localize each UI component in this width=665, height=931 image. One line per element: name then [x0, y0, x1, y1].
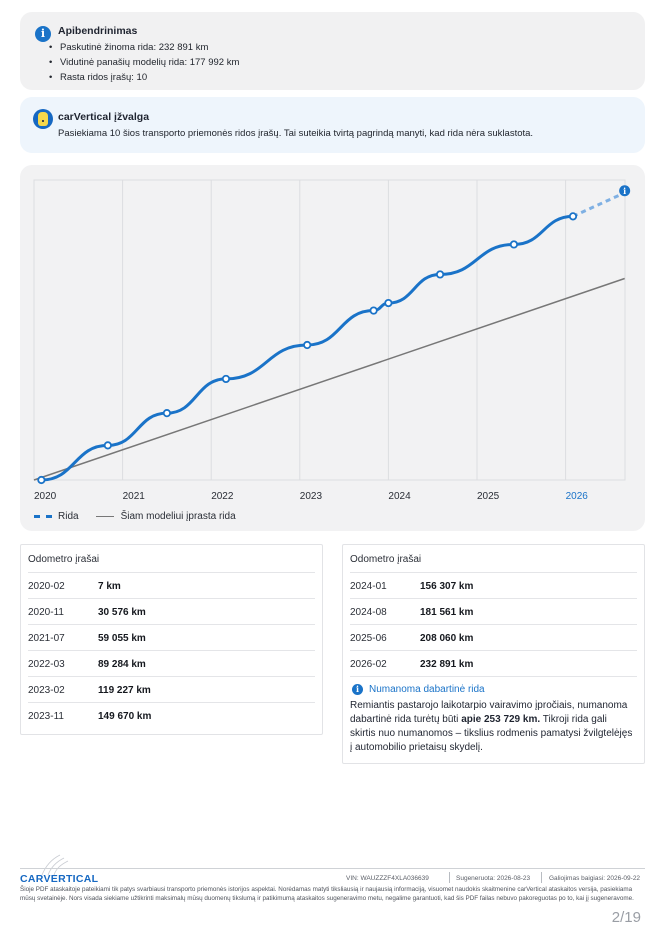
mileage-point [37, 475, 46, 485]
summary-title: Apibendrinimas [58, 25, 138, 37]
row-date: 2024-01 [350, 581, 387, 592]
table-row: 2022-03 89 284 km [28, 650, 315, 676]
legend-typical-label: Šiam modeliui įprasta rida [120, 511, 236, 522]
table-row: 2023-11 149 670 km [28, 702, 315, 728]
summary-panel: i Apibendrinimas Paskutinė žinoma rida: … [20, 12, 645, 90]
table-row: 2024-08 181 561 km [350, 598, 637, 624]
row-date: 2025-06 [350, 633, 387, 644]
odometer-table-left: Odometro įrašai 2020-02 7 km 2020-11 30 … [20, 544, 323, 735]
insight-title: carVertical įžvalga [58, 111, 150, 123]
row-value: 30 576 km [98, 607, 146, 618]
table-row: 2021-07 59 055 km [28, 624, 315, 650]
row-date: 2026-02 [350, 659, 387, 670]
page-number: 2/19 [611, 909, 641, 926]
table-divider [350, 676, 637, 677]
insight-text: Pasiekiama 10 šios transporto priemonės … [58, 128, 534, 139]
estimate-text-1: Remiantis pastarojo laikotarpio vairavim… [350, 700, 628, 725]
row-value: 181 561 km [420, 607, 474, 618]
estimate-line [572, 191, 626, 218]
info-icon: i [352, 684, 363, 695]
mileage-point [384, 298, 393, 308]
info-icon: i [35, 26, 51, 42]
footer-disclaimer: Šioje PDF ataskaitoje pateikiami tik pat… [20, 886, 634, 902]
footer-valid: Galiojimas baigiasi: 2026-09-22 [549, 875, 641, 882]
estimate-title: i Numanoma dabartinė rida [352, 684, 485, 695]
mileage-chart: 2020 2021 2022 2023 2024 2025 2026 i [33, 179, 631, 502]
mileage-point [435, 270, 445, 279]
x-tick-label: 2023 [300, 491, 323, 502]
mileage-point [369, 306, 378, 315]
legend-rida-swatch [34, 515, 52, 518]
x-tick-label: 2022 [211, 491, 234, 502]
table-row: 2025-06 208 060 km [350, 624, 637, 650]
x-tick-label: 2026 [566, 491, 589, 502]
legend-rida-label: Rida [58, 511, 79, 522]
table-header: Odometro įrašai [28, 554, 100, 565]
footer-generated: Sugeneruota: 2026-08-23 [456, 875, 531, 882]
estimate-info-icon [619, 185, 631, 197]
footer-separator [449, 872, 450, 883]
estimate-title-text: Numanoma dabartinė rida [369, 684, 485, 695]
footer-vin: VIN: WAUZZZF4XLA036639 [346, 875, 429, 882]
row-value: 156 307 km [420, 581, 474, 592]
estimate-value: apie 253 729 km. [461, 714, 541, 725]
legend-typical-swatch [95, 516, 114, 517]
carvertical-logo: CARVERTICAL [20, 873, 99, 885]
row-value: 149 670 km [98, 711, 152, 722]
row-date: 2020-11 [28, 607, 64, 618]
insight-panel: carVertical įžvalga Pasiekiama 10 šios t… [20, 97, 645, 153]
x-tick-label: 2020 [34, 491, 57, 502]
x-tick-label: 2024 [388, 491, 411, 502]
logo-feather-icon [41, 854, 69, 876]
table-row: 2024-01 156 307 km [350, 572, 637, 598]
typical-mileage-line [33, 277, 625, 481]
mileage-point [303, 340, 312, 350]
estimate-text: Remiantis pastarojo laikotarpio vairavim… [350, 699, 635, 755]
row-value: 119 227 km [98, 685, 151, 696]
footer-divider [20, 868, 645, 869]
x-tick-label: 2025 [477, 491, 500, 502]
footer-separator [541, 872, 542, 883]
table-row: 2020-02 7 km [28, 572, 315, 598]
row-date: 2020-02 [28, 581, 65, 592]
row-value: 208 060 km [420, 633, 474, 644]
summary-item: Vidutinė panašių modelių rida: 177 992 k… [49, 55, 239, 70]
row-value: 7 km [98, 581, 121, 592]
carvertical-mascot-icon [33, 109, 53, 129]
mileage-point [162, 409, 171, 418]
estimate-text-2: Tikroji rida gali skirtis nuo numanomos … [350, 714, 633, 753]
row-date: 2024-08 [350, 607, 387, 618]
mileage-line [39, 214, 575, 482]
mileage-point [103, 441, 112, 450]
mileage-point [221, 374, 231, 384]
row-date: 2023-02 [28, 685, 65, 696]
row-date: 2021-07 [28, 633, 65, 644]
table-header: Odometro įrašai [350, 554, 422, 565]
estimate-info-glyph: i [623, 186, 626, 196]
table-row: 2020-11 30 576 km [28, 598, 315, 624]
summary-list: Paskutinė žinoma rida: 232 891 km Viduti… [49, 40, 239, 85]
summary-item: Rasta ridos įrašų: 10 [49, 70, 239, 85]
chart-legend: Rida Šiam modeliui įprasta rida [34, 511, 236, 522]
mileage-point [568, 212, 578, 221]
row-value: 89 284 km [98, 659, 146, 670]
mileage-point [509, 240, 519, 249]
chart-frame [33, 179, 626, 481]
table-row: 2023-02 119 227 km [28, 676, 315, 702]
odometer-table-right: Odometro įrašai 2024-01 156 307 km 2024-… [342, 544, 645, 764]
summary-item: Paskutinė žinoma rida: 232 891 km [49, 40, 239, 55]
row-value: 232 891 km [420, 659, 474, 670]
chart-panel [20, 165, 645, 531]
x-tick-label: 2021 [123, 491, 146, 502]
row-date: 2022-03 [28, 659, 65, 670]
row-value: 59 055 km [98, 633, 146, 644]
row-date: 2023-11 [28, 711, 64, 722]
table-row: 2026-02 232 891 km [350, 650, 637, 676]
